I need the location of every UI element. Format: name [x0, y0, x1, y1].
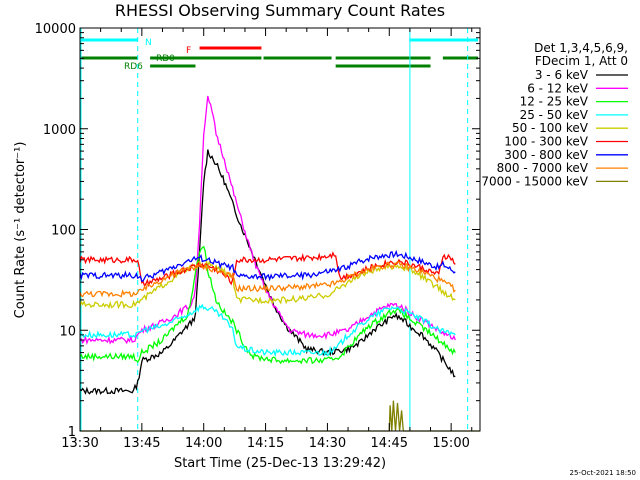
axes: 1 10 100 1000 10000 13:30 13:45 14:00 14:15 14:30… [35, 22, 480, 451]
series-line-6 [79, 249, 456, 283]
plot-area: N RD0 RD6 F [79, 28, 480, 432]
x-tick-label-5: 14:45 [371, 436, 408, 451]
legend-label-6: 300 - 800 keV [504, 148, 588, 162]
legend-header-line-1: Det 1,3,4,5,6,9, [534, 41, 628, 55]
legend-label-8: 7000 - 15000 keV [481, 174, 588, 188]
legend-label-3: 25 - 50 keV [520, 108, 589, 122]
series-line-4 [79, 259, 456, 310]
series-line-1 [79, 95, 456, 345]
x-tick-label-3: 14:15 [247, 436, 284, 451]
footer-timestamp: 25-Oct-2021 18:50 [570, 469, 636, 477]
legend-label-4: 50 - 100 keV [512, 121, 589, 135]
legend-label-0: 3 - 6 keV [535, 68, 589, 82]
annotation-rd0: RD0 [156, 54, 175, 64]
y-tick-label-4: 10000 [35, 22, 76, 37]
annotation-f: F [186, 46, 191, 56]
x-tick-label-4: 14:30 [309, 436, 346, 451]
series-line-7 [79, 260, 456, 298]
series-line-8 [80, 400, 480, 432]
series-line-5 [79, 251, 456, 288]
series-line-3 [79, 303, 456, 358]
y-tick-label-1: 10 [59, 324, 76, 339]
y-tick-label-2: 100 [51, 224, 76, 239]
legend-label-1: 6 - 12 keV [527, 81, 589, 95]
x-tick-label-6: 15:00 [432, 436, 469, 451]
x-tick-label-1: 13:45 [123, 436, 160, 451]
legend-label-5: 100 - 300 keV [504, 135, 588, 149]
x-tick-label-0: 13:30 [61, 436, 98, 451]
legend-label-7: 800 - 7000 keV [497, 161, 589, 175]
legend: Det 1,3,4,5,6,9, FDecim 1, Att 0 3 - 6 k… [481, 41, 628, 188]
x-axis-label: Start Time (25-Dec-13 13:29:42) [174, 456, 386, 471]
legend-label-2: 12 - 25 keV [520, 95, 589, 109]
series-line-0 [79, 149, 456, 396]
series-line-2 [79, 245, 456, 365]
chart-title: RHESSI Observing Summary Count Rates [115, 1, 445, 20]
legend-header-line-2: FDecim 1, Att 0 [535, 54, 628, 68]
y-tick-label-0: 1 [68, 425, 76, 440]
x-tick-label-2: 14:00 [185, 436, 222, 451]
annotation-n: N [145, 38, 152, 48]
y-axis-label: Count Rate (s⁻¹ detector⁻¹) [13, 142, 28, 319]
annotation-rd6: RD6 [124, 62, 143, 72]
y-tick-label-3: 1000 [43, 123, 76, 138]
